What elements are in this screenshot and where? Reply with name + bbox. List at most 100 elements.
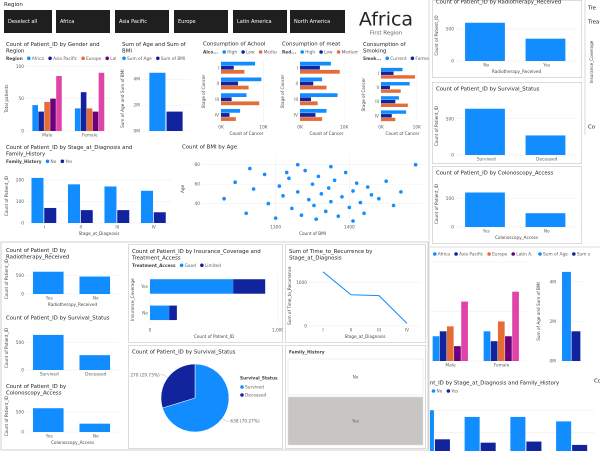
x-tick-label: 0K <box>297 125 303 131</box>
slicer-button-bg[interactable] <box>56 10 110 33</box>
fragment-text: Co <box>588 125 595 131</box>
bar <box>562 271 571 361</box>
visual-content: Count of Patient_ID by Survival_Status 0 5… <box>434 87 577 163</box>
x-axis-label: Stage_at_Diagnosis <box>79 231 120 236</box>
slicer-button-bg[interactable] <box>115 10 169 33</box>
visual-title: Consumption of Achool <box>203 42 265 48</box>
visual: Consumption of meat Red... High Low Medium 0K… <box>280 42 358 137</box>
bar <box>44 101 50 131</box>
y-tick-label: 500 <box>16 273 24 279</box>
legend-label: Limited <box>205 263 221 269</box>
legend-marker <box>385 56 390 61</box>
visual-title: Count of Patient_ID by Colonoscopy_Acces… <box>6 384 68 396</box>
bar <box>512 291 519 361</box>
point <box>326 186 331 190</box>
bar <box>221 108 241 113</box>
point <box>369 193 374 197</box>
point <box>295 190 300 194</box>
slicer-button-label[interactable]: Europe <box>178 19 196 25</box>
slicer-button[interactable]: Europe <box>174 10 228 33</box>
x-tick-label: Deceased <box>536 157 557 163</box>
legend-label: Good <box>185 263 197 269</box>
visual: Count of Patient_ID by Survival_Status 0 5… <box>4 316 119 378</box>
y-tick-label: II <box>376 85 379 91</box>
visual-title: Count of Patient_ID by Radiotherapy_Rece… <box>6 248 69 260</box>
point <box>284 170 289 175</box>
visual-title: Count of BMI by Age <box>182 145 238 151</box>
bar <box>497 321 505 361</box>
slicer-button-bg[interactable] <box>290 10 345 33</box>
legend-label: Africa <box>438 252 451 258</box>
bar <box>430 410 434 451</box>
bar <box>221 97 232 102</box>
slicer-button[interactable]: Africa <box>56 10 110 33</box>
x-axis-label: Radiotherapy_Received <box>48 302 98 307</box>
table-cell[interactable]: No <box>353 375 359 381</box>
table-row[interactable]: No <box>287 358 424 396</box>
visual-content: Count of Patient_ID by Radiotherapy_Rece… <box>4 248 119 307</box>
y-axis-label: Insurance_Coverage <box>130 278 135 321</box>
visual-title: Count of Patient_ID by Colonoscopy_Acces… <box>436 171 553 177</box>
visual-content: Sum of Time_to_Recurrence by Stage_at_Di… <box>287 249 421 339</box>
y-tick-label: 500 <box>446 116 454 122</box>
table-row-bg[interactable] <box>287 396 424 446</box>
slicer-button-bg[interactable] <box>174 10 228 33</box>
legend-marker <box>446 389 451 393</box>
bar <box>32 105 38 131</box>
bar <box>434 439 450 451</box>
slicer-button-label[interactable]: Deselect all <box>8 19 37 25</box>
table-row-bg[interactable] <box>287 358 424 396</box>
point <box>273 216 278 220</box>
legend-marker <box>454 252 458 256</box>
bar <box>454 346 461 361</box>
bar <box>483 331 491 361</box>
title-line: Count of Patient_ID by Stage_at_Diagnosi… <box>6 145 134 151</box>
point <box>391 203 396 208</box>
bar <box>221 93 247 97</box>
y-tick-label: II <box>295 81 298 87</box>
x-tick-label: No <box>483 63 489 69</box>
point <box>233 180 237 184</box>
y-axis-label: Stage of Cancer <box>361 78 366 112</box>
table-cell[interactable]: Yes <box>351 419 360 425</box>
legend-label: High <box>227 50 237 56</box>
x-tick-label: 10K <box>259 125 267 131</box>
bar <box>556 421 572 451</box>
visual: Count of Patient_ID by Insurance_Coverag… <box>128 244 283 343</box>
point <box>351 189 355 193</box>
point <box>343 170 348 175</box>
slicer-button-bg[interactable] <box>4 10 52 33</box>
legend-marker <box>48 56 52 61</box>
y-axis-label: Count of Patient_ID <box>434 15 439 55</box>
table-row[interactable]: Yes <box>287 396 424 446</box>
slicer-button[interactable]: North America <box>290 10 345 33</box>
point <box>358 200 363 205</box>
y-tick-label: 100 <box>16 64 24 70</box>
fragment-text: Co <box>594 379 600 385</box>
slicer-button-bg[interactable] <box>233 10 287 33</box>
y-tick-label: 0 <box>451 153 454 159</box>
visual-title: Count of Patient_ID by Survival_Status <box>6 316 110 322</box>
y-tick-label: III <box>375 99 379 105</box>
bar <box>32 334 64 370</box>
x-tick-label: Yes <box>542 63 551 69</box>
y-tick-label: IV <box>215 113 219 119</box>
slicer-button-label[interactable]: North America <box>294 19 330 25</box>
x-tick-label: No <box>93 296 99 302</box>
slicer-button-label[interactable]: Latin America <box>237 19 272 25</box>
leader-line <box>160 374 168 378</box>
slicer-button[interactable]: Deselect all <box>4 10 52 33</box>
bar <box>221 69 245 74</box>
visual-title: Sum of Time_to_Recurrence by Stage_at_Di… <box>289 249 374 261</box>
legend-marker <box>200 263 204 268</box>
point <box>299 213 304 218</box>
title-line: Sum of Time_to_Recurrence by <box>289 249 374 255</box>
slicer-button[interactable]: Latin America <box>233 10 287 33</box>
slicer-button[interactable]: Asia Pacific <box>115 10 169 33</box>
point <box>281 194 285 198</box>
slicer-button-label[interactable]: Asia Pacific <box>119 19 147 25</box>
legend-title: Treatment_Access <box>132 263 176 269</box>
slicer-button-label[interactable]: Africa <box>60 19 74 25</box>
bar <box>221 117 236 121</box>
